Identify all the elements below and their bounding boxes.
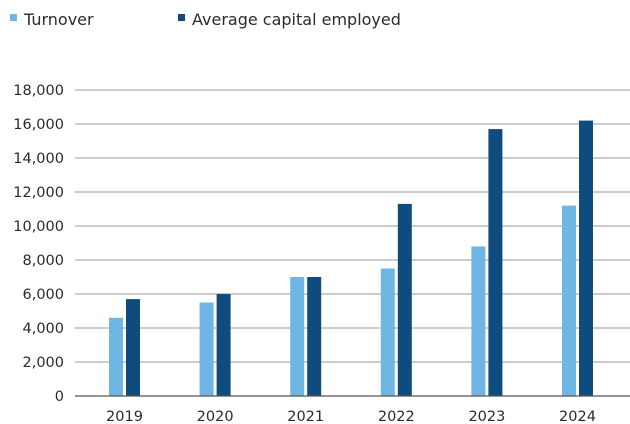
- x-tick-label: 2020: [197, 409, 234, 424]
- legend: Turnover Average capital employed: [10, 10, 401, 29]
- y-tick-label: 16,000: [13, 117, 64, 133]
- y-tick-label: 14,000: [13, 151, 64, 167]
- bar-turnover-2023: [471, 246, 486, 396]
- y-tick-label: 10,000: [13, 219, 64, 235]
- y-tick-label: 0: [55, 389, 64, 405]
- legend-label-turnover: Turnover: [23, 10, 94, 29]
- legend-swatch-capital: [178, 14, 185, 21]
- x-axis-ticks: 2019 2020 2021 2022 2023 2024: [106, 409, 596, 424]
- bar-capital-2019: [126, 299, 140, 396]
- legend-swatch-turnover: [10, 14, 17, 21]
- bars: [109, 120, 593, 396]
- bar-turnover-2020: [199, 302, 214, 396]
- gridlines: [75, 89, 630, 363]
- bar-capital-2020: [216, 294, 231, 396]
- y-tick-label: 8,000: [22, 253, 64, 269]
- legend-item-capital: Average capital employed: [178, 10, 401, 29]
- x-tick-label: 2021: [287, 409, 324, 424]
- bar-capital-2021: [307, 277, 322, 396]
- bar-capital-2023: [488, 129, 503, 396]
- bar-turnover-2021: [290, 277, 305, 396]
- y-tick-label: 6,000: [22, 287, 64, 303]
- y-tick-label: 12,000: [13, 185, 64, 201]
- bar-turnover-2019: [109, 317, 123, 396]
- x-tick-label: 2022: [378, 409, 415, 424]
- bar-turnover-2024: [562, 205, 576, 396]
- y-axis-ticks: 0 2,000 4,000 6,000 8,000 10,000 12,000 14,000 1…: [13, 83, 64, 405]
- x-tick-label: 2023: [468, 409, 505, 424]
- y-tick-label: 2,000: [22, 355, 64, 371]
- bar-capital-2024: [579, 120, 593, 396]
- x-tick-label: 2024: [559, 409, 596, 424]
- legend-item-turnover: Turnover: [10, 10, 94, 29]
- bar-turnover-2022: [380, 268, 395, 396]
- bar-capital-2022: [397, 203, 412, 396]
- x-tick-label: 2019: [106, 409, 143, 424]
- y-tick-label: 4,000: [22, 321, 64, 337]
- y-tick-label: 18,000: [13, 83, 64, 99]
- legend-label-capital: Average capital employed: [192, 10, 401, 29]
